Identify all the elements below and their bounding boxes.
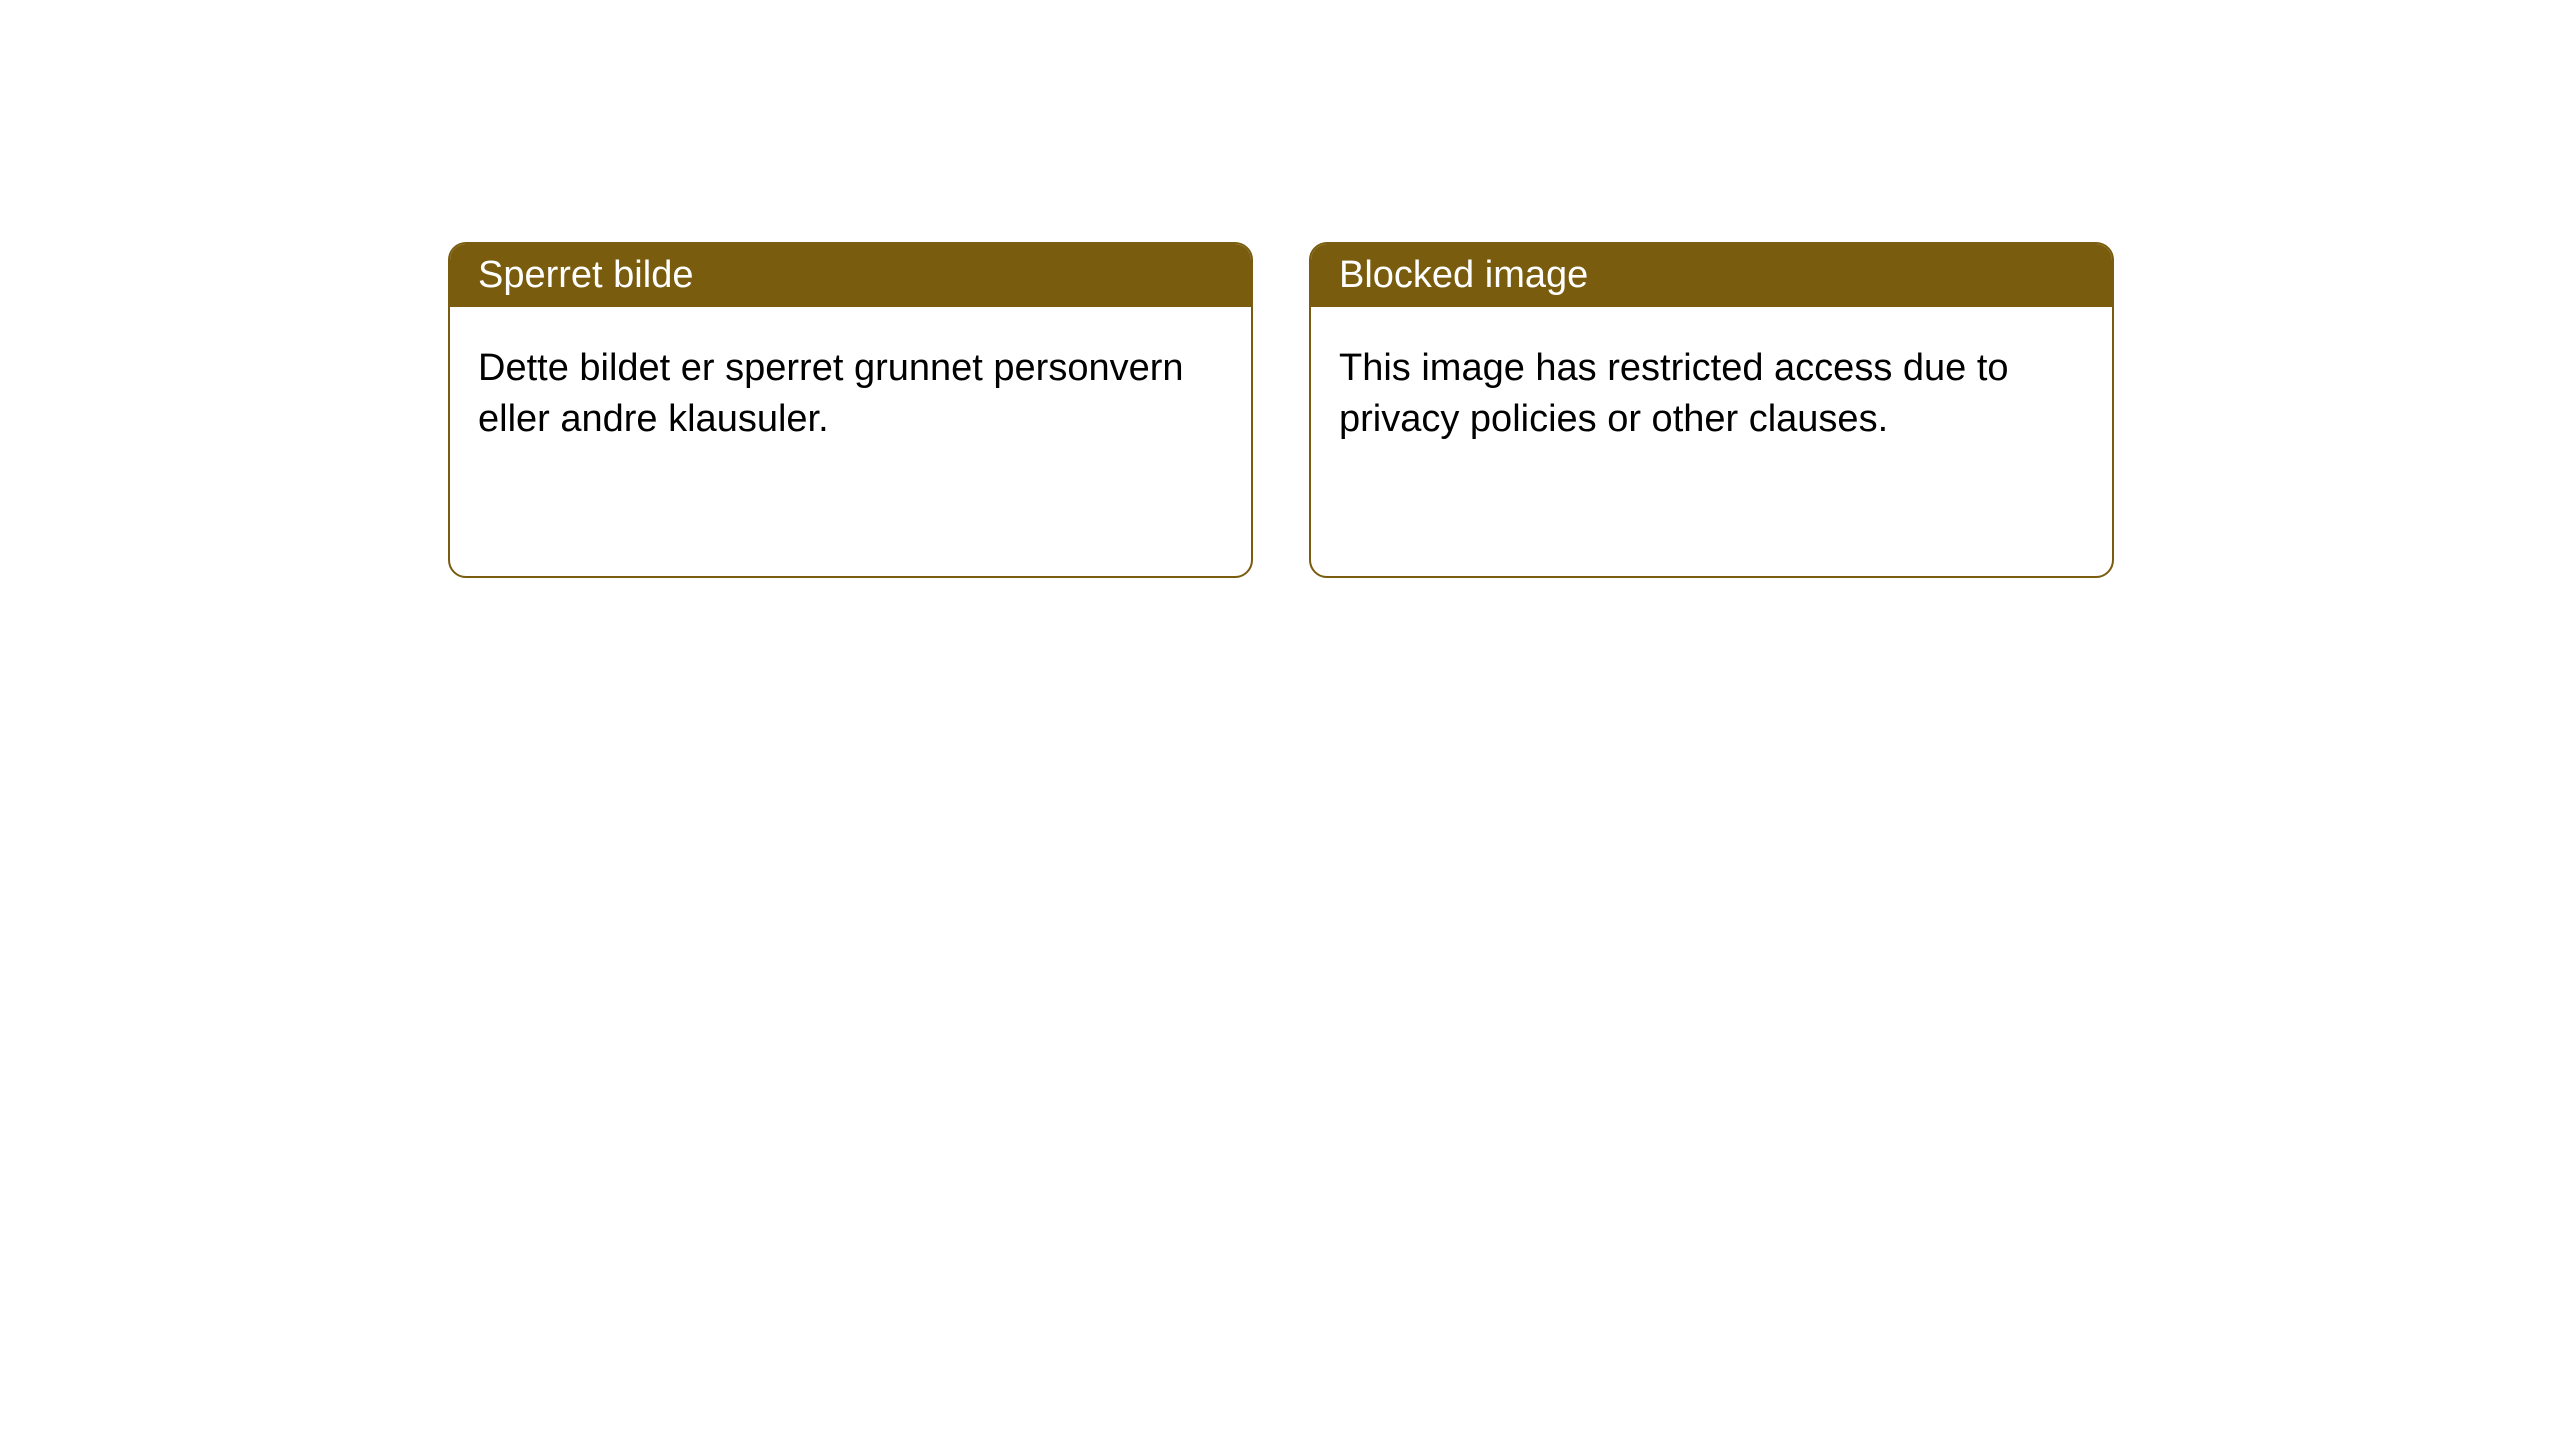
notice-card-en: Blocked image This image has restricted …	[1309, 242, 2114, 578]
notice-card-body: Dette bildet er sperret grunnet personve…	[450, 307, 1251, 482]
notice-container: Sperret bilde Dette bildet er sperret gr…	[0, 0, 2560, 578]
notice-card-body: This image has restricted access due to …	[1311, 307, 2112, 482]
notice-card-no: Sperret bilde Dette bildet er sperret gr…	[448, 242, 1253, 578]
notice-card-title: Blocked image	[1311, 244, 2112, 307]
notice-card-title: Sperret bilde	[450, 244, 1251, 307]
